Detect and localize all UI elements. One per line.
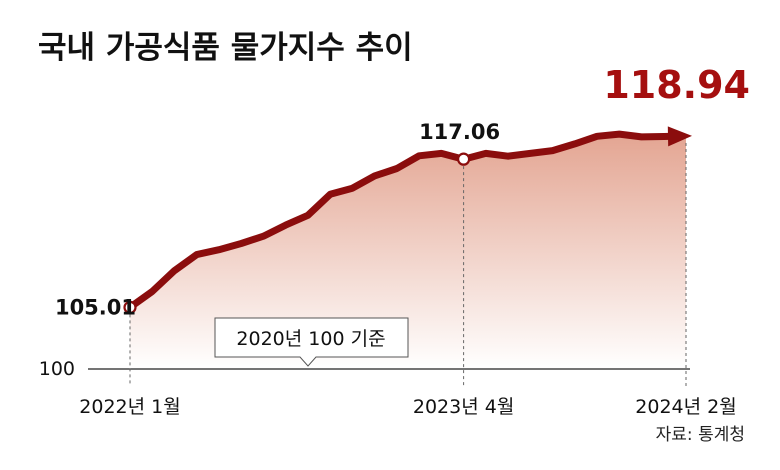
y-tick-label-100: 100 (39, 358, 75, 380)
data-point-2023-06 (506, 154, 510, 158)
data-point-2022-12 (373, 174, 377, 178)
x-tick-label-2023-04: 2023년 4월 (413, 396, 514, 418)
data-point-2022-09 (306, 213, 310, 217)
callout-box (214, 317, 409, 367)
data-point-2022-02 (150, 290, 154, 294)
source-note: 자료: 통계청 (656, 425, 745, 445)
point-marker-2023-04 (457, 152, 471, 166)
data-point-2024-01 (662, 135, 666, 139)
data-point-2022-07 (261, 234, 265, 238)
data-point-2023-11 (617, 132, 621, 136)
data-label-2023-04: 117.06 (419, 120, 500, 144)
data-label-start: 105.01 (55, 295, 136, 319)
data-point-2023-05 (484, 151, 488, 155)
data-point-2022-08 (284, 223, 288, 227)
base-note-text: 2020년 100 기준 (236, 328, 385, 350)
data-point-2023-09 (573, 142, 577, 146)
data-point-2023-03 (439, 151, 443, 155)
x-tick-label-2022-01: 2022년 1월 (79, 396, 180, 418)
data-point-2022-05 (217, 248, 221, 252)
data-point-2023-02 (417, 154, 421, 158)
data-point-2022-04 (195, 253, 199, 257)
data-point-2023-08 (551, 149, 555, 153)
data-point-2022-06 (239, 242, 243, 246)
data-point-2022-11 (350, 186, 354, 190)
data-point-2023-01 (395, 167, 399, 171)
x-tick-label-2024-02: 2024년 2월 (635, 396, 736, 418)
base-note-callout: 2020년 100 기준 (214, 317, 409, 367)
arrow-head-icon (667, 126, 692, 147)
chart-title: 국내 가공식품 물가지수 추이 (38, 30, 413, 66)
data-point-2023-10 (595, 134, 599, 138)
data-point-2023-12 (640, 135, 644, 139)
series-line (126, 130, 678, 311)
series-area (130, 134, 686, 369)
data-point-2023-07 (528, 151, 532, 155)
data-label-latest: 118.94 (603, 63, 750, 107)
data-point-2024-02 (684, 134, 688, 138)
data-point-2022-03 (173, 269, 177, 273)
data-point-2022-10 (328, 192, 332, 196)
point-marker-start (123, 300, 137, 314)
